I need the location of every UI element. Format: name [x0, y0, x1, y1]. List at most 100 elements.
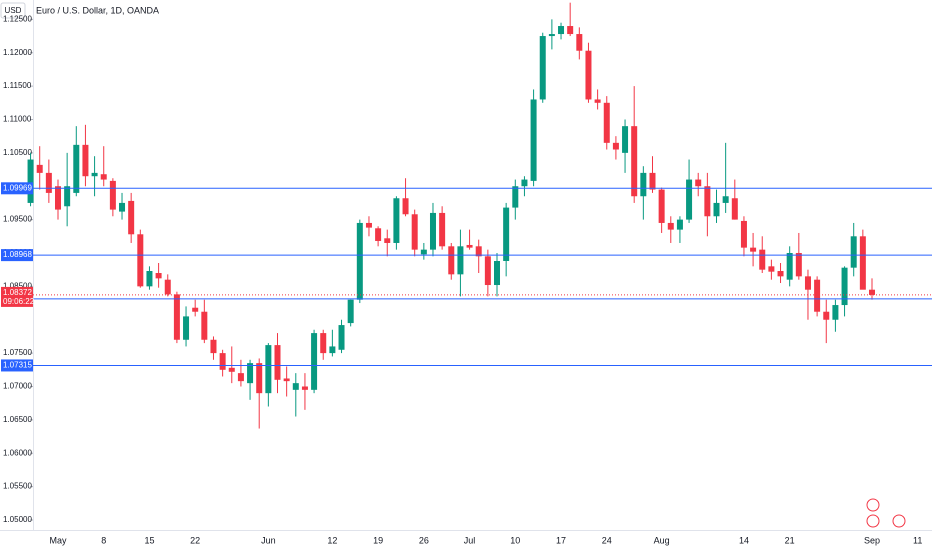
- candle-body: [320, 333, 327, 354]
- hline-label: 1.07315: [3, 361, 32, 370]
- candle-body: [640, 172, 647, 197]
- event-icon[interactable]: [866, 498, 880, 512]
- candle-body: [750, 247, 757, 252]
- candle-body: [695, 179, 702, 187]
- candle-body: [567, 26, 574, 35]
- candle-body: [768, 266, 775, 272]
- x-tick-label: May: [49, 535, 67, 545]
- candle-body: [850, 236, 857, 268]
- candle-body: [457, 246, 464, 275]
- candle-body: [173, 294, 180, 340]
- candle-body: [484, 256, 491, 286]
- candle-body: [558, 26, 565, 35]
- x-tick-label: Aug: [654, 535, 670, 545]
- candle-body: [795, 252, 802, 277]
- candle-body: [475, 246, 482, 257]
- candle-body: [228, 367, 235, 372]
- currency-box[interactable]: [0, 2, 26, 19]
- price-countdown: 09:06:22: [3, 297, 35, 306]
- y-tick-label: 1.05500: [3, 482, 32, 491]
- candle-body: [466, 244, 473, 248]
- candle-body: [329, 346, 336, 354]
- candle-body: [356, 222, 363, 300]
- candle-body: [100, 174, 107, 180]
- candle-body: [192, 307, 199, 312]
- y-tick-label: 1.09500: [3, 215, 32, 224]
- candle-body: [201, 311, 208, 340]
- candle-body: [237, 373, 244, 382]
- y-tick-label: 1.10500: [3, 148, 32, 157]
- candle-body: [494, 260, 501, 286]
- candle-body: [521, 179, 528, 187]
- y-tick-label: 1.11000: [3, 115, 32, 124]
- hline-label: 1.09969: [3, 183, 32, 192]
- candle-body: [658, 189, 665, 223]
- x-tick-label: Jul: [464, 535, 476, 545]
- candle-body: [786, 252, 793, 280]
- candle-body: [759, 249, 766, 270]
- candle-body: [576, 34, 583, 51]
- candle-body: [539, 36, 546, 100]
- candle-body: [731, 198, 738, 220]
- candle-body: [247, 363, 254, 384]
- candle-body: [804, 276, 811, 290]
- candle-body: [219, 353, 226, 370]
- candle-body: [713, 202, 720, 217]
- candle-body: [27, 159, 34, 203]
- price-label-bg: [1, 286, 33, 307]
- candle-body: [365, 222, 372, 228]
- candle-body: [612, 142, 619, 150]
- candle-body: [777, 271, 784, 277]
- candle-body: [832, 305, 839, 320]
- candle-body: [631, 126, 638, 197]
- candle-body: [91, 172, 98, 177]
- candle-body: [503, 207, 510, 261]
- currency: USD: [5, 6, 22, 15]
- symbol-title: Euro / U.S. Dollar, 1D, OANDA: [36, 5, 159, 15]
- candle-body: [740, 220, 747, 248]
- candle-body: [109, 180, 116, 210]
- candle-body: [311, 333, 318, 390]
- candle-body: [594, 99, 601, 103]
- candle-body: [585, 50, 592, 100]
- candle-body: [164, 279, 171, 295]
- x-tick-label: 21: [785, 535, 795, 545]
- candle-body: [420, 249, 427, 255]
- candle-body: [36, 164, 43, 173]
- x-tick-label: 15: [144, 535, 154, 545]
- y-tick-label: 1.06000: [3, 448, 32, 457]
- event-icons[interactable]: [866, 498, 906, 528]
- candle-body: [667, 222, 674, 230]
- candle-body: [429, 212, 436, 250]
- y-tick-label: 1.07500: [3, 348, 32, 357]
- candle-body: [64, 186, 71, 207]
- candle-body: [210, 339, 217, 354]
- candle-body: [183, 316, 190, 340]
- candle-body: [283, 378, 290, 382]
- candle-body: [411, 214, 418, 250]
- candle-body: [530, 99, 537, 181]
- x-tick-label: 10: [510, 535, 520, 545]
- hline-label-bg: [1, 249, 33, 262]
- y-tick-label: 1.07000: [3, 382, 32, 391]
- event-icon[interactable]: [866, 514, 880, 528]
- candle-body: [448, 246, 455, 275]
- candle-body: [548, 34, 555, 37]
- x-tick-label: 22: [190, 535, 200, 545]
- candle-body: [603, 102, 610, 143]
- candle-body: [146, 271, 153, 287]
- candle-body: [292, 383, 299, 390]
- candle-body: [868, 289, 875, 295]
- candle-body: [814, 279, 821, 312]
- y-tick-label: 1.06500: [3, 415, 32, 424]
- candle-body: [155, 273, 162, 279]
- candle-body: [265, 345, 272, 394]
- candle-body: [676, 219, 683, 230]
- candle-body: [347, 299, 354, 324]
- candle-body: [375, 228, 382, 241]
- hline-label-bg: [1, 359, 33, 372]
- candle-body: [512, 186, 519, 208]
- event-icon[interactable]: [892, 514, 906, 528]
- candle-body: [823, 311, 830, 320]
